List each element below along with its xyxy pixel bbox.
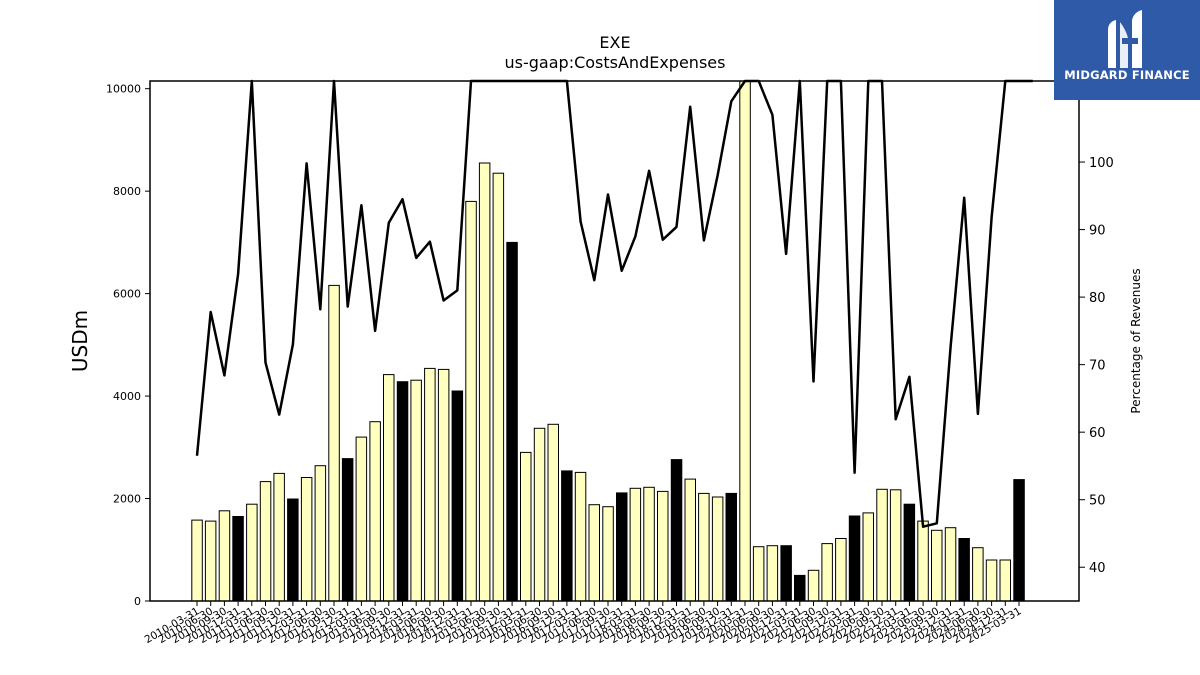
y2-tick-label: 70 (1089, 359, 1106, 374)
bar (465, 200, 477, 602)
bar (917, 520, 929, 602)
bar (588, 504, 600, 602)
bar (848, 515, 861, 602)
bar (684, 478, 696, 602)
brand-mark-icon (1108, 10, 1142, 68)
bar (821, 543, 833, 602)
bar (629, 487, 642, 602)
bar (506, 241, 518, 602)
bar (862, 512, 874, 602)
bar (355, 436, 368, 602)
y-tick-label: 0 (134, 595, 141, 608)
bar (437, 368, 450, 602)
bar (972, 547, 984, 602)
bar (807, 569, 820, 602)
bar (246, 503, 258, 602)
bar (204, 520, 217, 602)
percentage-line (195, 79, 1033, 528)
bar (300, 477, 313, 602)
bar (999, 559, 1011, 602)
right-y-axis: 40 50 60 70 80 90 100 (1079, 156, 1114, 576)
y2-tick-label: 50 (1089, 494, 1106, 509)
bar (889, 489, 902, 602)
bar (643, 486, 655, 602)
bar (616, 492, 628, 602)
left-y-axis: 0 2000 4000 6000 8000 10000 (106, 83, 150, 608)
bar (780, 545, 792, 602)
bar (985, 559, 998, 602)
bar (547, 423, 559, 602)
y2-tick-label: 90 (1089, 224, 1106, 239)
bar (218, 510, 231, 602)
bar (191, 519, 203, 602)
y-tick-label: 6000 (113, 288, 141, 301)
bar (944, 527, 957, 602)
bar (287, 498, 299, 602)
bar (328, 284, 340, 602)
y2-tick-label: 40 (1089, 561, 1106, 576)
bar (410, 379, 422, 602)
bar (451, 390, 464, 602)
bar (520, 451, 532, 602)
bar (711, 496, 724, 602)
bar (698, 492, 710, 602)
y-tick-label: 8000 (113, 185, 141, 198)
bar (876, 488, 888, 602)
bar (739, 80, 751, 602)
plot-frame (149, 80, 1080, 602)
bar (574, 471, 587, 602)
bar (478, 162, 491, 602)
chart-title: EXE (599, 33, 630, 52)
y2-tick-label: 80 (1089, 291, 1106, 306)
bar (314, 465, 327, 602)
bar (931, 529, 943, 602)
bar (492, 172, 505, 602)
chart-subtitle: us-gaap:CostsAndExpenses (505, 53, 726, 72)
y-tick-label: 10000 (106, 83, 141, 96)
y2-tick-label: 60 (1089, 426, 1106, 441)
bar (561, 470, 573, 602)
bar (602, 506, 614, 602)
bar (752, 546, 765, 602)
bar (396, 381, 409, 602)
bar (794, 574, 806, 602)
bar (903, 503, 916, 602)
bar (766, 545, 779, 602)
bar (533, 427, 546, 602)
y2-axis-label: Percentage of Revenues (1129, 268, 1143, 413)
brand-logo: MIDGARD FINANCE (1054, 0, 1200, 100)
y-axis-label: USDm (68, 310, 92, 372)
bar (232, 516, 244, 602)
bar (958, 538, 970, 602)
brand-logo-text: MIDGARD FINANCE (1064, 68, 1190, 82)
y2-tick-label: 100 (1089, 156, 1114, 171)
bar-series (191, 80, 1025, 602)
bar (835, 538, 847, 602)
bar (383, 374, 395, 602)
bar (725, 492, 737, 602)
bar (424, 367, 436, 602)
bar (1013, 479, 1025, 602)
bar (273, 472, 285, 602)
bar (369, 421, 381, 602)
x-axis: 2010-03-312010-06-302010-09-302010-12-31… (143, 601, 1024, 646)
bar (670, 459, 683, 602)
y-tick-label: 2000 (113, 493, 141, 506)
bar (657, 490, 669, 602)
bar (259, 481, 272, 602)
y-tick-label: 4000 (113, 390, 141, 403)
bar (341, 458, 354, 602)
